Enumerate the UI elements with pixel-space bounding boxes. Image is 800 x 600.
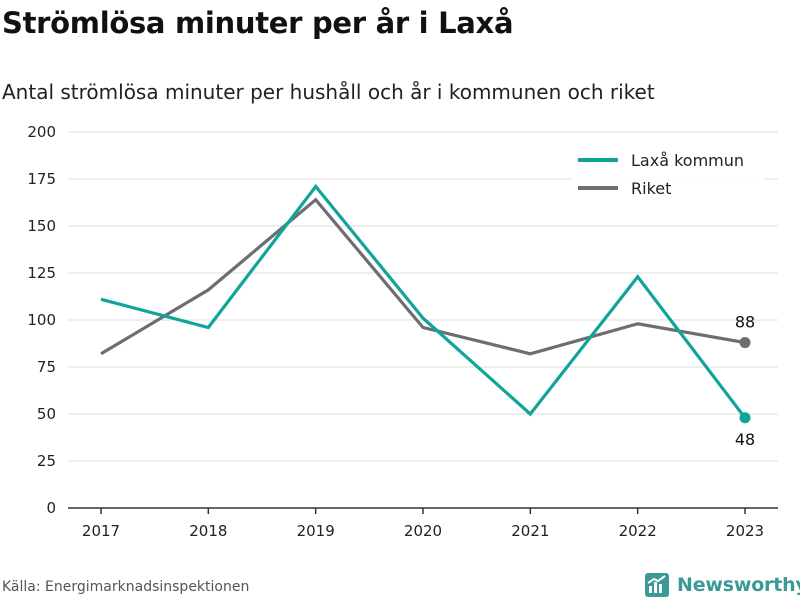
- source-note: Källa: Energimarknadsinspektionen: [2, 579, 250, 595]
- x-tick-label: 2020: [404, 522, 442, 540]
- series-line: [100, 183, 747, 419]
- y-tick-label: 200: [27, 123, 56, 141]
- y-tick-label: 125: [27, 264, 56, 282]
- brand-logo: Newsworthy: [645, 570, 800, 600]
- x-tick-label: 2017: [82, 522, 120, 540]
- x-tick-label: 2023: [726, 522, 764, 540]
- y-tick-label: 50: [37, 405, 56, 423]
- x-tick-label: 2018: [189, 522, 227, 540]
- y-tick-label: 25: [37, 452, 56, 470]
- x-tick-label: 2019: [297, 522, 335, 540]
- newsworthy-logo-icon: [645, 573, 669, 597]
- series-lines: [100, 183, 747, 419]
- y-tick-label: 150: [27, 217, 56, 235]
- chart-subtitle: Antal strömlösa minuter per hushåll och …: [2, 80, 655, 104]
- x-tick-label: 2021: [511, 522, 549, 540]
- series-line: [100, 197, 746, 356]
- end-value-label: 48: [735, 430, 755, 449]
- end-value-label: 88: [735, 313, 755, 332]
- end-point-marker: [739, 337, 751, 349]
- y-tick-label: 75: [37, 358, 56, 376]
- data-labels: 48 88: [735, 313, 755, 449]
- brand-name: Newsworthy: [677, 574, 800, 596]
- end-point-marker: [739, 412, 751, 424]
- legend-label: Riket: [631, 179, 671, 198]
- legend-label: Laxå kommun: [631, 151, 744, 170]
- legend: Laxå kommun Riket: [572, 146, 765, 206]
- chart-title: Strömlösa minuter per år i Laxå: [2, 6, 514, 40]
- axes: 0 25 50 75 100 125 150 175 200 2017 2018 2019 2020 20…: [27, 123, 778, 540]
- legend-background: [572, 146, 765, 206]
- y-tick-label: 0: [46, 499, 56, 517]
- y-tick-label: 100: [27, 311, 56, 329]
- x-tick-label: 2022: [619, 522, 657, 540]
- y-tick-label: 175: [27, 170, 56, 188]
